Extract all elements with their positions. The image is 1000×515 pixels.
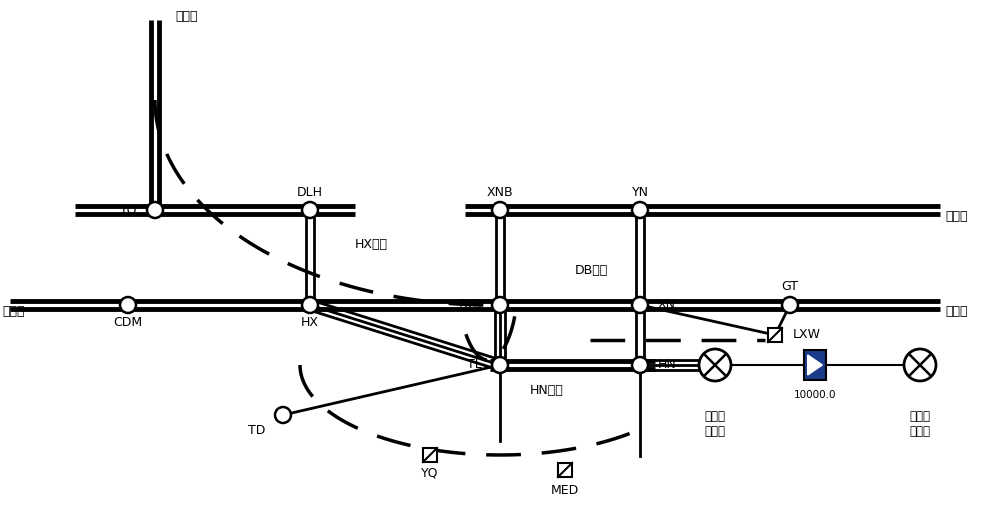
Bar xyxy=(768,328,782,342)
Circle shape xyxy=(302,297,318,313)
Text: 至外网: 至外网 xyxy=(2,305,24,318)
Text: 端落点: 端落点 xyxy=(704,425,726,438)
Text: DB分区: DB分区 xyxy=(575,264,608,277)
Circle shape xyxy=(699,349,731,381)
Circle shape xyxy=(492,202,508,218)
Text: 至外网: 至外网 xyxy=(945,305,968,318)
Circle shape xyxy=(275,407,291,423)
Text: YN: YN xyxy=(632,185,648,198)
Circle shape xyxy=(904,349,936,381)
Circle shape xyxy=(632,357,648,373)
Text: 端落点: 端落点 xyxy=(910,425,930,438)
Text: 直流受: 直流受 xyxy=(910,410,930,423)
Text: HN: HN xyxy=(658,358,677,371)
Text: LXW: LXW xyxy=(793,329,821,341)
Circle shape xyxy=(632,297,648,313)
Circle shape xyxy=(782,297,798,313)
Text: CDM: CDM xyxy=(113,317,143,330)
Text: 至外网: 至外网 xyxy=(945,210,968,223)
Circle shape xyxy=(492,297,508,313)
Bar xyxy=(804,350,826,380)
Circle shape xyxy=(120,297,136,313)
Text: 直流送: 直流送 xyxy=(704,410,726,423)
Text: XN: XN xyxy=(658,299,676,312)
Text: DLH: DLH xyxy=(297,185,323,198)
Text: HN分区: HN分区 xyxy=(530,384,564,397)
Circle shape xyxy=(302,202,318,218)
Circle shape xyxy=(492,357,508,373)
Polygon shape xyxy=(808,355,822,375)
Text: GT: GT xyxy=(782,281,798,294)
Text: 10000.0: 10000.0 xyxy=(794,390,836,400)
Text: XNB: XNB xyxy=(487,185,513,198)
Text: MED: MED xyxy=(551,484,579,496)
Bar xyxy=(558,463,572,477)
Circle shape xyxy=(147,202,163,218)
Text: YQ: YQ xyxy=(421,467,439,479)
Bar xyxy=(423,448,437,462)
Text: HX分区: HX分区 xyxy=(355,238,388,251)
Text: TL: TL xyxy=(467,358,482,371)
Text: YQ: YQ xyxy=(120,203,137,216)
Text: TD: TD xyxy=(248,424,265,438)
Text: HX: HX xyxy=(301,317,319,330)
Text: RYS: RYS xyxy=(458,299,482,312)
Circle shape xyxy=(632,202,648,218)
Text: 至外网: 至外网 xyxy=(175,10,198,23)
